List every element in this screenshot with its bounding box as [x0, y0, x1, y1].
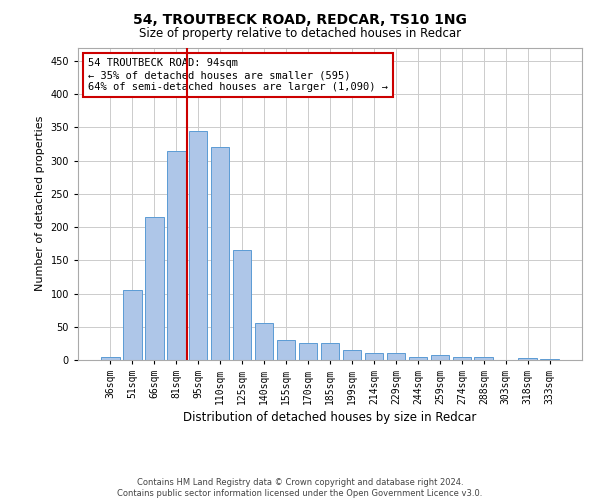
Bar	[475, 356, 493, 360]
Bar	[167, 150, 185, 360]
Bar	[299, 344, 317, 360]
Bar	[123, 290, 142, 360]
Bar	[255, 324, 274, 360]
Bar	[189, 130, 208, 360]
Text: 54, TROUTBECK ROAD, REDCAR, TS10 1NG: 54, TROUTBECK ROAD, REDCAR, TS10 1NG	[133, 12, 467, 26]
Bar	[518, 358, 537, 360]
Bar	[233, 250, 251, 360]
Bar	[386, 354, 405, 360]
Bar	[101, 356, 119, 360]
Bar	[431, 354, 449, 360]
Text: Contains HM Land Registry data © Crown copyright and database right 2024.
Contai: Contains HM Land Registry data © Crown c…	[118, 478, 482, 498]
Bar	[343, 350, 361, 360]
Bar	[211, 147, 229, 360]
X-axis label: Distribution of detached houses by size in Redcar: Distribution of detached houses by size …	[184, 411, 476, 424]
Bar	[277, 340, 295, 360]
Bar	[365, 354, 383, 360]
Bar	[145, 217, 164, 360]
Bar	[541, 358, 559, 360]
Y-axis label: Number of detached properties: Number of detached properties	[35, 116, 45, 292]
Bar	[409, 356, 427, 360]
Text: 54 TROUTBECK ROAD: 94sqm
← 35% of detached houses are smaller (595)
64% of semi-: 54 TROUTBECK ROAD: 94sqm ← 35% of detach…	[88, 58, 388, 92]
Text: Size of property relative to detached houses in Redcar: Size of property relative to detached ho…	[139, 28, 461, 40]
Bar	[320, 344, 340, 360]
Bar	[452, 356, 471, 360]
